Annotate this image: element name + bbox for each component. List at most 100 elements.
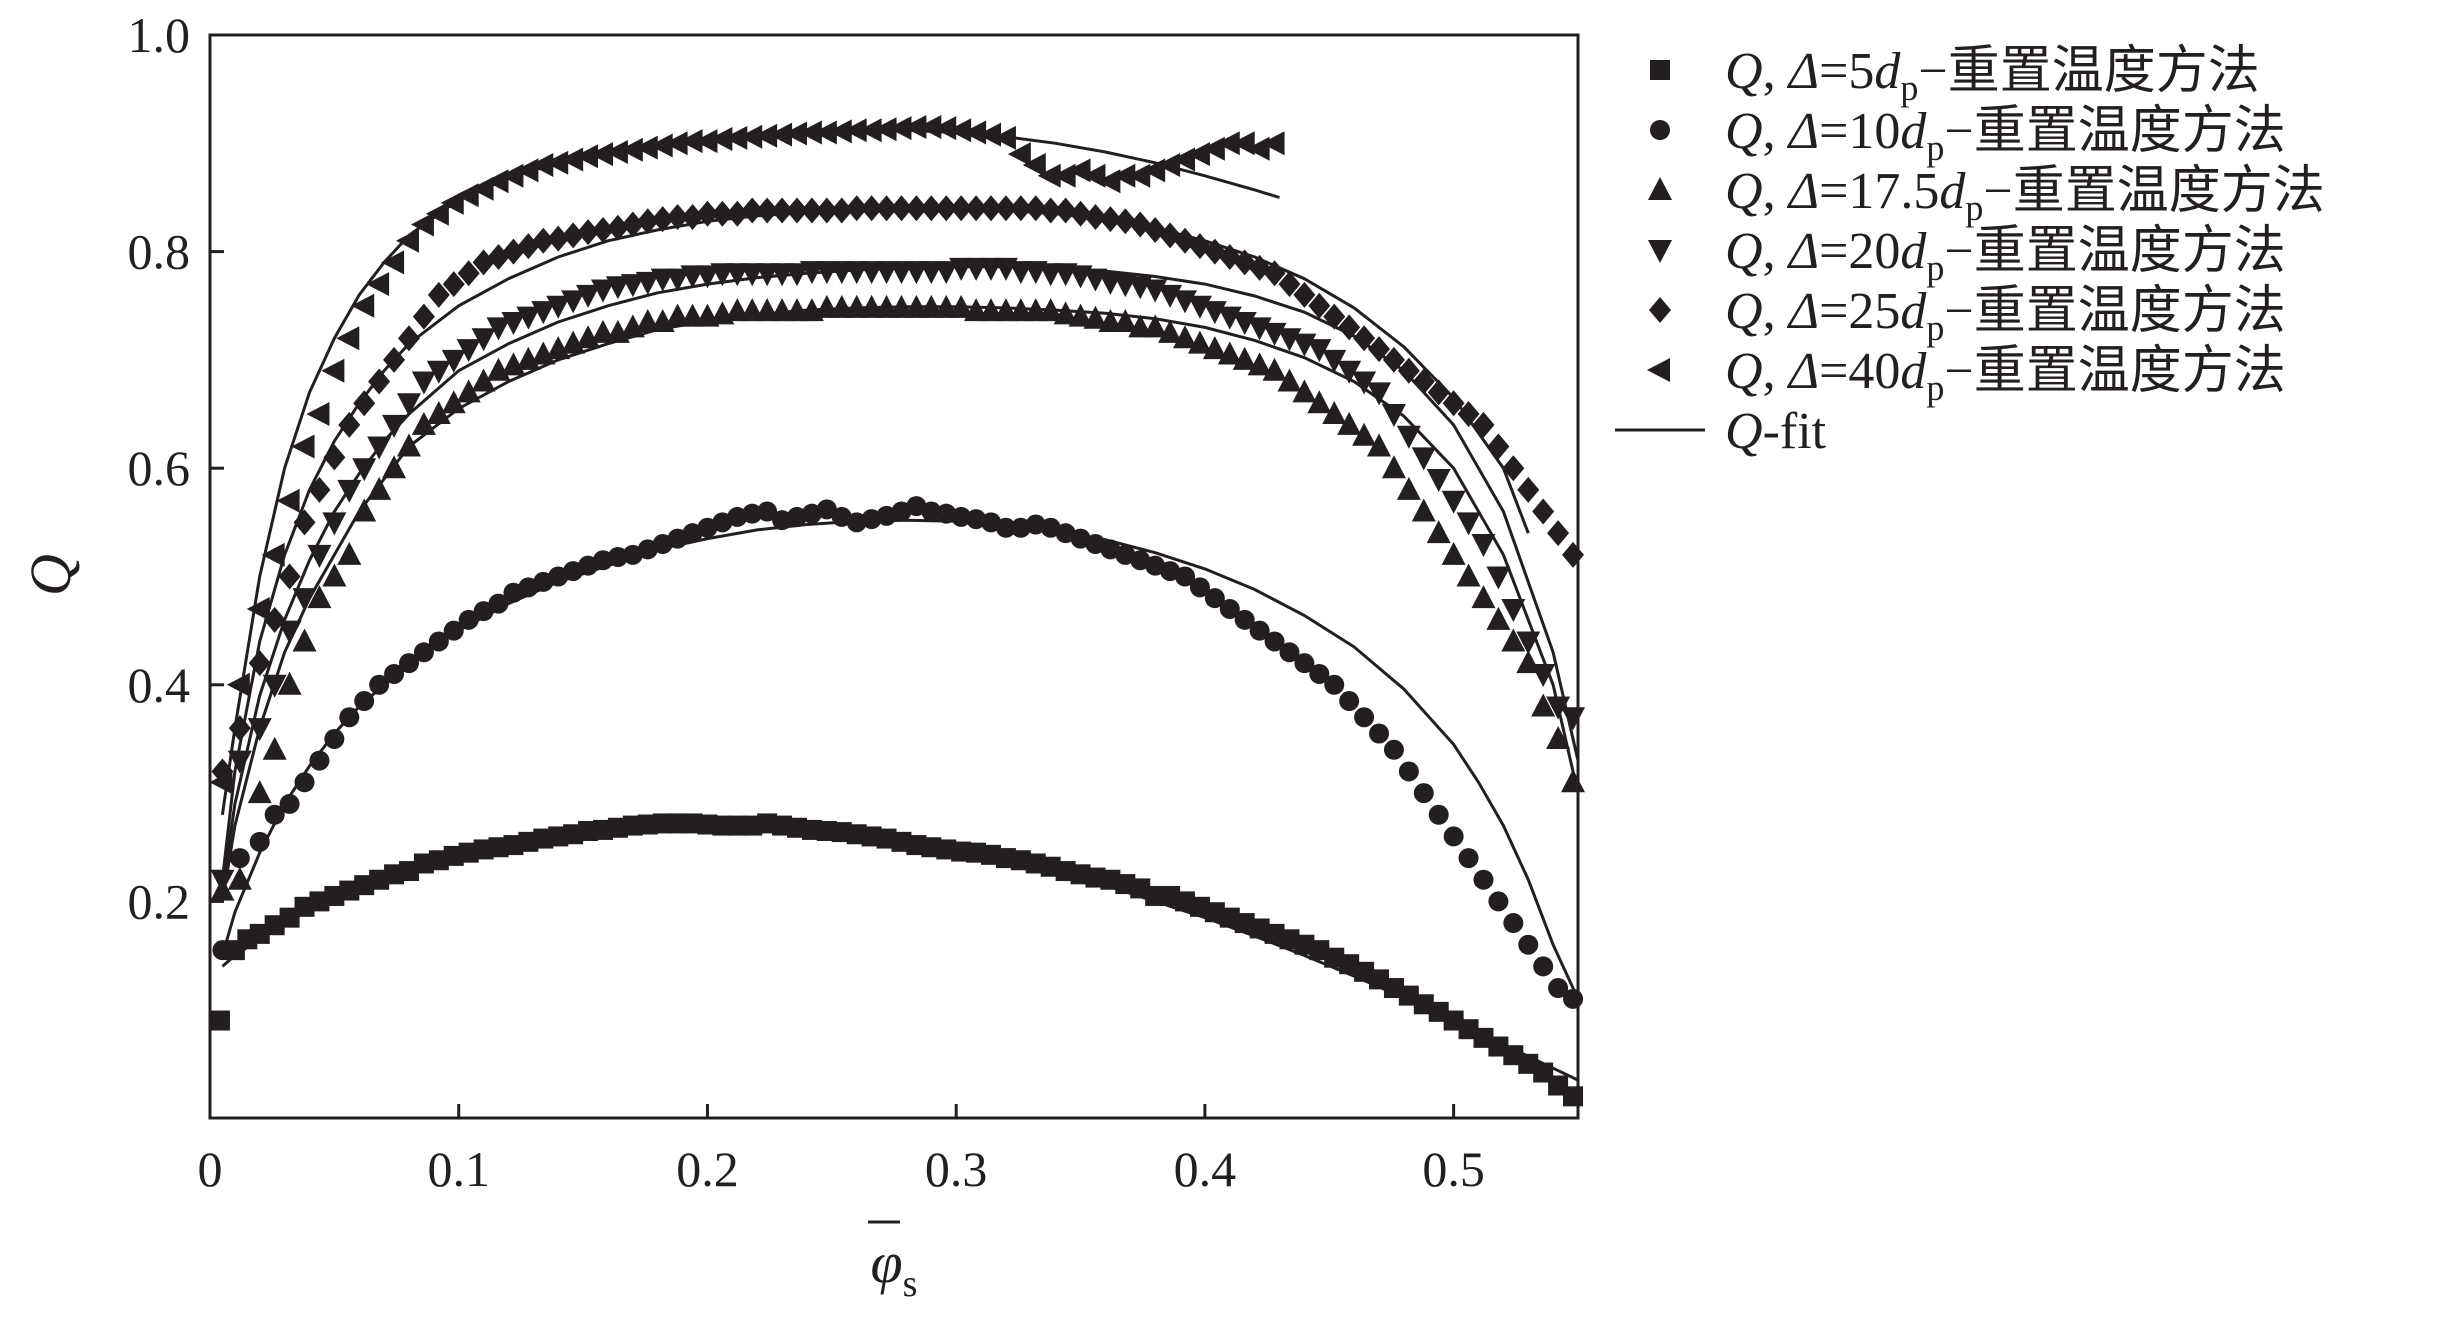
marker-triangle-left [963, 120, 987, 145]
marker-diamond [1039, 197, 1062, 224]
marker-diamond [860, 195, 883, 222]
marker-diamond [1293, 281, 1316, 308]
marker-diamond [1532, 498, 1555, 525]
marker-triangle-down [396, 393, 421, 417]
marker-triangle-up [277, 671, 302, 695]
marker-circle [1458, 848, 1479, 869]
marker-triangle-left [739, 124, 763, 149]
legend-label: Q, Δ=10dp−重置温度方法 [1725, 103, 2286, 168]
marker-triangle-left [903, 115, 927, 140]
y-tick-label: 0.2 [128, 873, 191, 929]
marker-circle [1383, 739, 1404, 760]
marker-triangle-down [486, 317, 511, 341]
marker-square [209, 1010, 230, 1031]
marker-triangle-left [336, 326, 360, 351]
x-axis-label: φs [868, 1220, 917, 1305]
marker-triangle-down [561, 290, 586, 314]
marker-triangle-up [1486, 606, 1511, 630]
marker-circle [936, 503, 957, 524]
marker-triangle-up [1307, 390, 1332, 414]
legend-swatch-circle [1650, 120, 1670, 140]
marker-circle [1294, 653, 1315, 674]
marker-circle [1279, 642, 1300, 663]
legend-label: Q, Δ=5dp−重置温度方法 [1725, 43, 2260, 108]
marker-diamond [547, 225, 570, 252]
marker-circle [1324, 674, 1345, 695]
marker-triangle-down [1396, 425, 1421, 449]
legend-label: Q, Δ=17.5dp−重置温度方法 [1725, 163, 2325, 228]
fit-curves [220, 128, 1580, 1082]
marker-circle [229, 848, 250, 869]
fit-curve-2 [220, 518, 1580, 1000]
marker-triangle-down [576, 284, 601, 308]
marker-triangle-left [1007, 142, 1031, 167]
marker-triangle-down [501, 311, 526, 335]
marker-triangle-up [1426, 520, 1451, 544]
marker-triangle-down [456, 339, 481, 363]
marker-triangle-up [1396, 476, 1421, 500]
marker-diamond [368, 368, 391, 395]
plot-frame [208, 33, 1580, 1120]
marker-triangle-up [1337, 411, 1362, 435]
marker-circle [1443, 826, 1464, 847]
marker-circle [264, 804, 285, 825]
legend-label: Q, Δ=20dp−重置温度方法 [1725, 223, 2286, 288]
marker-triangle-down [531, 301, 556, 325]
marker-triangle-up [1352, 422, 1377, 446]
marker-circle [1533, 956, 1554, 977]
marker-circle [786, 506, 807, 527]
marker-diamond [785, 197, 808, 224]
marker-triangle-down [1426, 469, 1451, 493]
marker-triangle-left [276, 488, 300, 513]
marker-circle [816, 499, 837, 520]
marker-circle [742, 503, 763, 524]
legend-swatch-triangle-left [1647, 358, 1670, 382]
marker-circle [1413, 783, 1434, 804]
marker-diamond [1024, 195, 1047, 222]
x-tick-label: 0.2 [676, 1141, 739, 1197]
marker-circle [324, 728, 345, 749]
marker-triangle-up [1173, 325, 1198, 349]
x-tick-label: 0.1 [427, 1141, 490, 1197]
marker-triangle-up [1158, 319, 1183, 343]
fit-curve-4 [220, 265, 1580, 891]
marker-triangle-down [665, 268, 690, 292]
marker-triangle-left [634, 135, 658, 160]
marker-triangle-left [321, 358, 345, 383]
marker-triangle-down [1352, 371, 1377, 395]
legend-swatch-triangle-down [1648, 240, 1672, 263]
legend-item: Q, Δ=5dp−重置温度方法 [1650, 43, 2260, 108]
marker-triangle-up [1187, 330, 1212, 354]
marker-triangle-left [769, 122, 793, 147]
marker-triangle-left [649, 133, 673, 158]
marker-diamond [397, 325, 420, 352]
marker-triangle-up [1143, 314, 1168, 338]
marker-circle [757, 501, 778, 522]
marker-triangle-up [1381, 455, 1406, 479]
marker-triangle-up [337, 541, 362, 565]
marker-triangle-down [620, 274, 645, 298]
marker-circle [1219, 598, 1240, 619]
marker-diamond [980, 195, 1003, 222]
marker-diamond [666, 203, 689, 230]
marker-diamond [308, 476, 331, 503]
y-tick-label: 0.4 [128, 657, 191, 713]
marker-diamond [293, 509, 316, 536]
legend-swatch-triangle-up [1648, 177, 1672, 200]
marker-triangle-left [709, 126, 733, 151]
marker-triangle-up [1322, 401, 1347, 425]
fit-curve-1 [221, 821, 1579, 1082]
marker-diamond [965, 195, 988, 222]
marker-square [1563, 1086, 1584, 1107]
y-tick-label: 0.8 [128, 224, 191, 280]
marker-triangle-left [664, 131, 688, 156]
marker-diamond [994, 195, 1017, 222]
x-tick-label: 0.4 [1174, 1141, 1237, 1197]
marker-triangle-down [1441, 490, 1466, 514]
marker-triangle-up [1546, 725, 1571, 749]
marker-diamond [1442, 390, 1465, 417]
marker-triangle-left [1112, 163, 1136, 188]
marker-triangle-up [1202, 336, 1227, 360]
fit-curve-3 [220, 305, 1580, 902]
